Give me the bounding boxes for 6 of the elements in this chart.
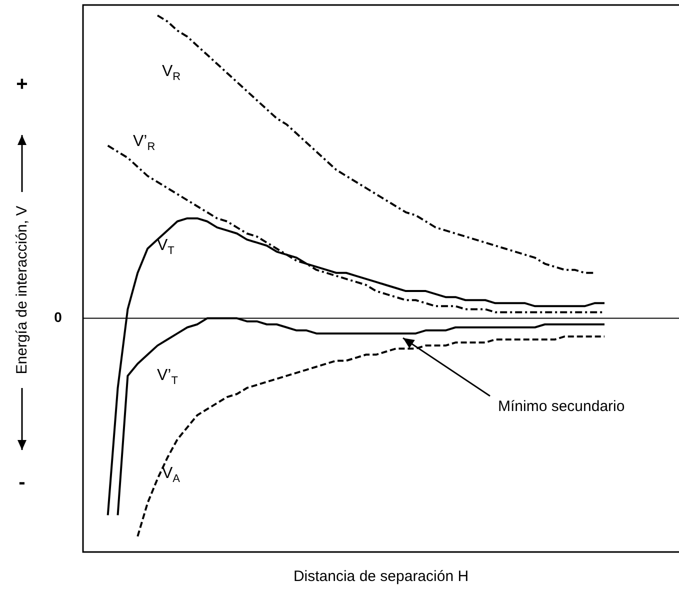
- annotation: Mínimo secundario: [498, 398, 625, 415]
- x-axis-title: Distancia de separación H: [293, 568, 469, 585]
- text: +: [16, 74, 28, 96]
- text: -: [18, 472, 26, 494]
- y-axis-title: Energía de interacción, V: [14, 206, 30, 374]
- ref-line-label: 0: [54, 309, 62, 326]
